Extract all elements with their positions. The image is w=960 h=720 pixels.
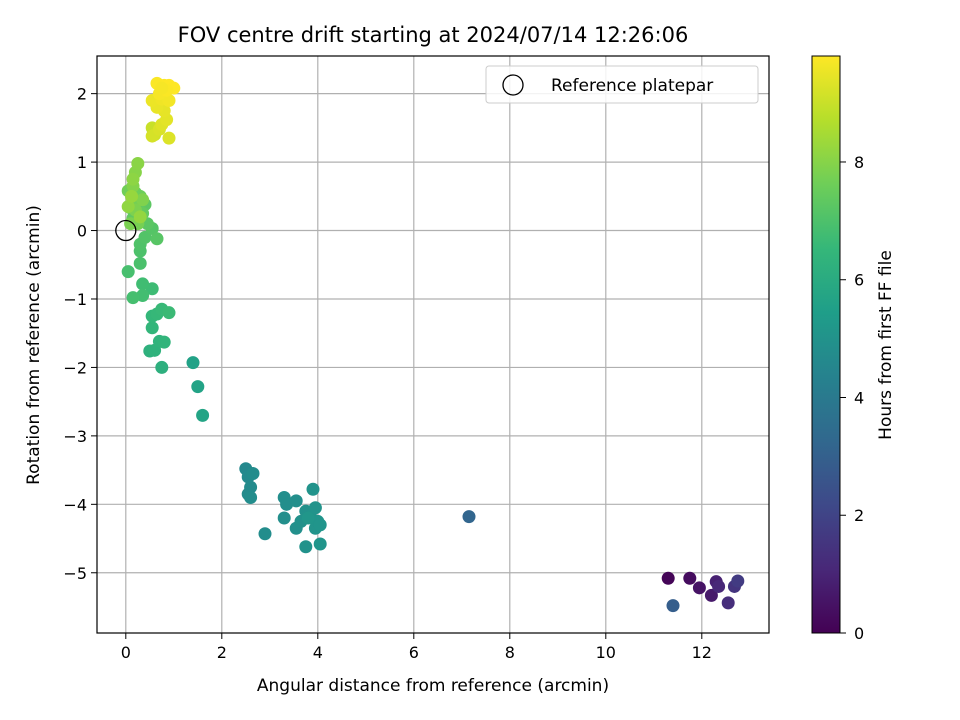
y-tick-label: −2: [63, 358, 87, 377]
x-tick-label: 8: [505, 643, 515, 662]
y-axis-label: Rotation from reference (arcmin): [24, 205, 44, 485]
data-point: [692, 581, 706, 595]
data-point: [666, 599, 680, 613]
data-point: [145, 282, 159, 296]
plot-frame: [96, 55, 770, 634]
data-point: [155, 360, 169, 374]
data-point: [162, 131, 176, 145]
x-tick-label: 12: [692, 643, 712, 662]
data-point: [721, 596, 735, 610]
data-point: [301, 511, 315, 525]
data-points: [121, 76, 745, 613]
x-axis-ticks: 0 2 4 6 8 10 12: [121, 633, 712, 662]
data-point: [191, 380, 205, 394]
colorbar-label: Hours from first FF file: [876, 250, 896, 440]
data-point: [186, 356, 200, 370]
x-tick-label: 10: [596, 643, 616, 662]
legend-box: [485, 65, 759, 104]
data-point: [308, 501, 322, 515]
data-point: [121, 200, 135, 214]
data-point: [246, 467, 260, 481]
data-point: [306, 482, 320, 496]
data-point: [299, 540, 313, 554]
legend-label: Reference platepar: [551, 76, 713, 96]
y-tick-label: −5: [63, 564, 87, 583]
data-point: [244, 490, 258, 504]
colorbar-tick-label: 8: [854, 153, 864, 172]
x-tick-label: 0: [121, 643, 131, 662]
data-point: [125, 189, 139, 203]
data-point: [704, 588, 718, 602]
y-tick-label: −1: [63, 290, 87, 309]
data-point: [661, 571, 675, 585]
x-tick-label: 4: [313, 643, 323, 662]
data-point: [136, 277, 150, 291]
data-point: [162, 93, 176, 107]
data-point: [313, 537, 327, 551]
y-tick-label: 2: [77, 85, 87, 104]
legend-reference-marker: [502, 74, 524, 96]
y-tick-label: 1: [77, 153, 87, 172]
x-axis-label: Angular distance from reference (arcmin): [257, 676, 609, 696]
colorbar-tick-label: 4: [854, 388, 864, 407]
data-point: [155, 81, 169, 95]
grid: [97, 56, 769, 633]
y-tick-label: −3: [63, 427, 87, 446]
colorbar-tick-label: 6: [854, 271, 864, 290]
data-point: [731, 574, 745, 588]
chart-title: FOV centre drift starting at 2024/07/14 …: [178, 23, 689, 47]
colorbar: [811, 55, 841, 634]
data-point: [145, 321, 159, 335]
data-point: [126, 172, 140, 186]
colorbar-tick-label: 0: [854, 624, 864, 643]
y-tick-label: −4: [63, 495, 87, 514]
data-point: [136, 193, 150, 207]
reference-marker: [115, 219, 137, 242]
data-point: [150, 232, 164, 246]
data-point: [138, 230, 152, 244]
data-point: [462, 510, 476, 524]
data-point: [683, 571, 697, 585]
x-tick-label: 2: [217, 643, 227, 662]
reference-marker-group: [115, 219, 137, 242]
data-point: [289, 494, 303, 508]
data-point: [126, 291, 140, 305]
legend: Reference platepar: [485, 65, 759, 104]
colorbar-ticks: 0 2 4 6 8: [840, 153, 864, 643]
data-point: [157, 335, 171, 349]
colorbar-tick-label: 2: [854, 506, 864, 525]
data-point: [277, 511, 291, 525]
data-point: [313, 518, 327, 532]
data-point: [162, 306, 176, 320]
data-point: [131, 156, 145, 170]
y-axis-ticks: −5 −4 −3 −2 −1 0 1 2: [63, 85, 97, 583]
x-tick-label: 6: [409, 643, 419, 662]
data-point: [196, 408, 210, 422]
data-point: [712, 579, 726, 593]
data-point: [133, 210, 147, 224]
data-point: [258, 527, 272, 541]
y-tick-label: 0: [77, 222, 87, 241]
data-point: [121, 265, 135, 279]
data-point: [133, 256, 147, 270]
